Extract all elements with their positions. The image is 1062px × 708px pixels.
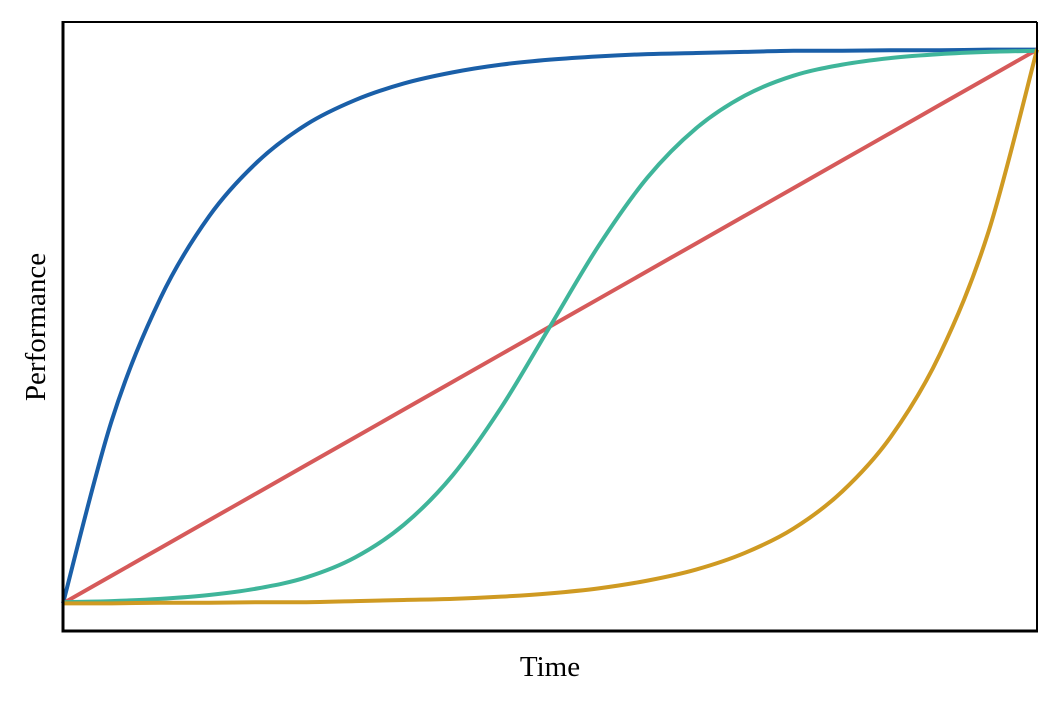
line-series <box>62 49 1039 606</box>
y-axis-label: Performance <box>20 253 52 401</box>
line-series <box>62 48 1038 605</box>
line-series <box>61 47 1038 604</box>
x-axis-label: Time <box>520 651 580 683</box>
